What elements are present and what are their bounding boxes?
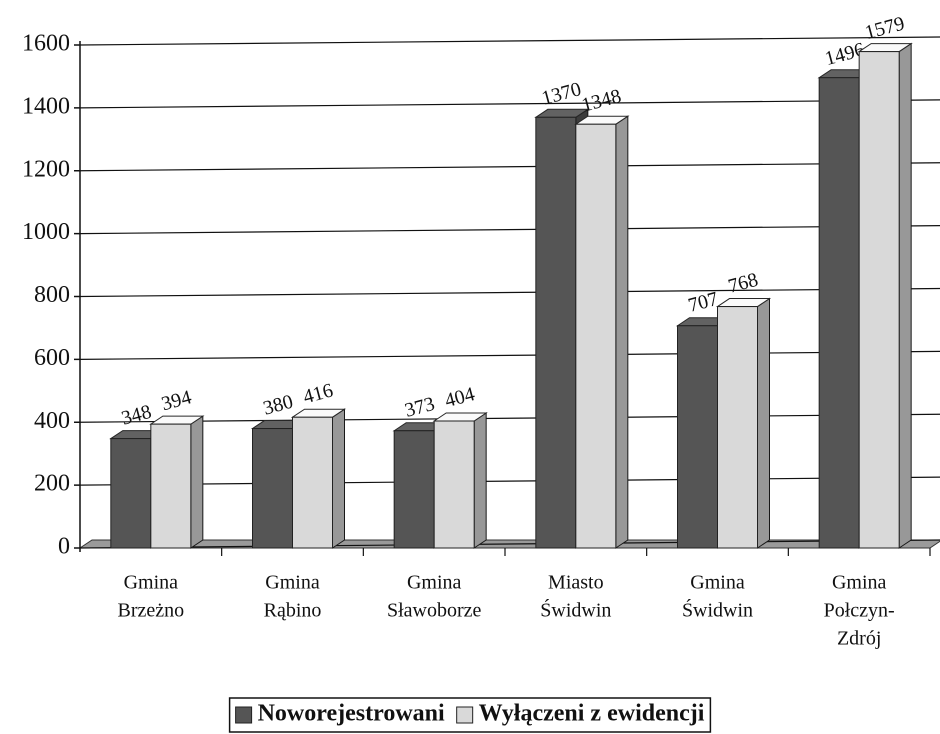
data-label: 373 bbox=[402, 393, 437, 422]
y-tick-label: 800 bbox=[34, 282, 70, 308]
legend-label: Noworejestrowani bbox=[258, 701, 445, 727]
bar bbox=[575, 123, 617, 549]
data-label: 768 bbox=[726, 269, 761, 298]
data-label: 380 bbox=[261, 391, 296, 420]
data-label: 404 bbox=[442, 383, 477, 412]
bar bbox=[292, 416, 333, 549]
x-tick-label: Brzeżno bbox=[118, 600, 185, 622]
data-label: 707 bbox=[686, 288, 721, 317]
grid-line bbox=[79, 539, 940, 549]
y-tick-label: 200 bbox=[34, 471, 70, 497]
bar bbox=[717, 306, 758, 549]
bar bbox=[150, 423, 192, 549]
legend-box bbox=[228, 697, 712, 733]
bar bbox=[110, 438, 152, 549]
bar-side bbox=[190, 415, 204, 549]
data-label: 394 bbox=[159, 386, 194, 415]
bar-side bbox=[757, 297, 770, 549]
bar-side bbox=[332, 408, 345, 549]
bar-side bbox=[615, 115, 629, 549]
y-tick-label: 1000 bbox=[22, 219, 70, 245]
x-tick-label: Świdwin bbox=[682, 598, 753, 622]
bar-side bbox=[898, 42, 912, 549]
bar bbox=[535, 116, 577, 549]
x-tick-label: Zdrój bbox=[837, 628, 881, 650]
x-tick-label: Miasto bbox=[548, 572, 604, 594]
bar-side bbox=[473, 412, 487, 549]
y-tick-label: 400 bbox=[34, 408, 70, 434]
bar bbox=[252, 428, 293, 549]
legend: Noworejestrowani Wyłączeni z ewidencji bbox=[228, 697, 712, 733]
y-tick-label: 1600 bbox=[22, 31, 70, 57]
x-tick-label: Gmina bbox=[265, 572, 320, 594]
grid-line bbox=[79, 287, 940, 298]
x-tick-label: Połczyn- bbox=[824, 600, 895, 622]
y-tick-label: 1200 bbox=[22, 156, 70, 182]
data-label: 416 bbox=[301, 379, 336, 408]
x-tick-label: Sławoborze bbox=[387, 600, 482, 622]
data-label: 1348 bbox=[579, 85, 623, 117]
grid-line bbox=[79, 413, 940, 423]
x-tick-label: Świdwin bbox=[540, 598, 611, 622]
data-label: 348 bbox=[119, 401, 154, 430]
x-tick-label: Gmina bbox=[124, 572, 179, 594]
grid-line bbox=[79, 476, 940, 486]
x-tick-label: Gmina bbox=[832, 572, 887, 594]
legend-swatch bbox=[235, 706, 253, 724]
y-tick-label: 0 bbox=[58, 534, 70, 560]
bar bbox=[858, 51, 900, 549]
data-label: 1579 bbox=[863, 12, 907, 44]
legend-label: Wyłączeni z ewidencji bbox=[479, 701, 705, 727]
bar bbox=[393, 430, 435, 549]
x-tick-label: Gmina bbox=[407, 572, 462, 594]
grid-line bbox=[79, 162, 940, 172]
grid-line bbox=[79, 99, 940, 109]
grid-line bbox=[79, 225, 940, 235]
y-tick-label: 1400 bbox=[22, 93, 70, 119]
y-tick-label: 600 bbox=[34, 345, 70, 371]
grid-line bbox=[79, 36, 940, 46]
bar bbox=[818, 77, 860, 549]
bar bbox=[677, 325, 718, 549]
legend-swatch bbox=[456, 706, 474, 724]
bar bbox=[433, 420, 475, 549]
x-tick-label: Rąbino bbox=[264, 600, 322, 622]
data-label: 1370 bbox=[539, 78, 583, 110]
grid-line bbox=[79, 350, 940, 360]
x-tick-label: Gmina bbox=[690, 572, 745, 594]
